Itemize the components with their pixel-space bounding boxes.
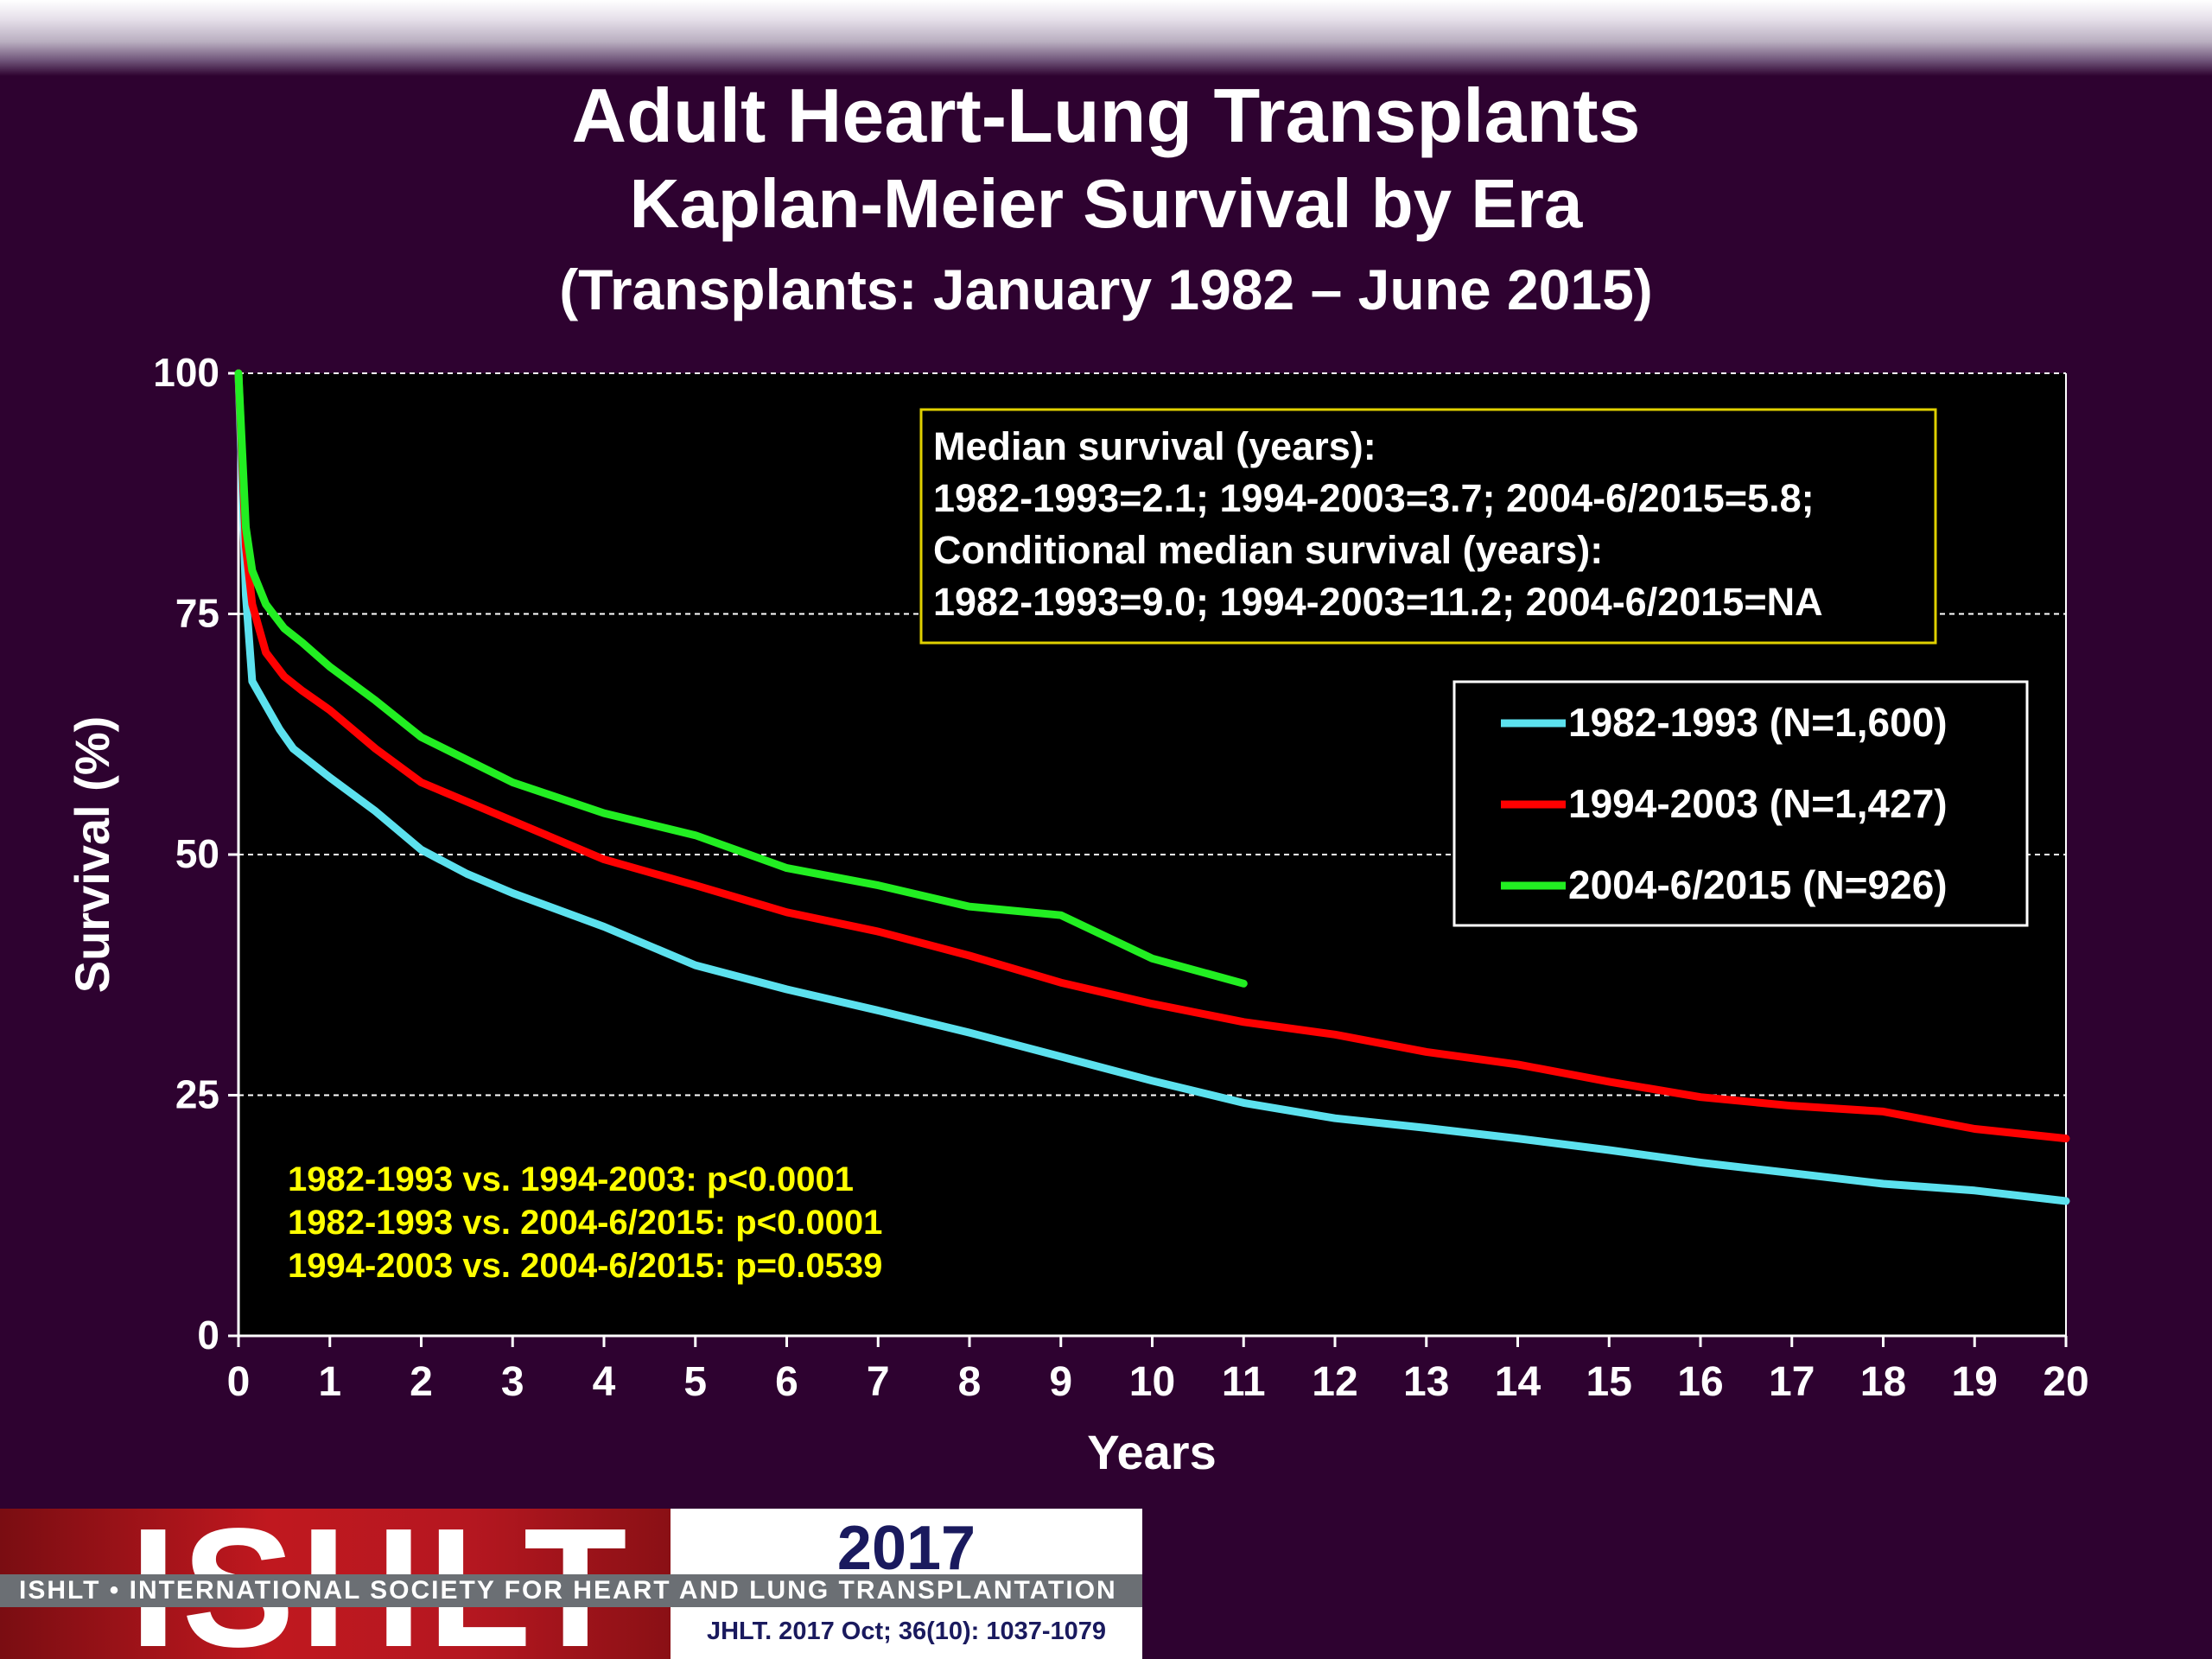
chart-subtitle: Kaplan-Meier Survival by Era	[629, 165, 1583, 242]
median-box-line-1: Median survival (years):	[933, 424, 1376, 468]
x-tick-label-7: 7	[867, 1359, 890, 1405]
x-tick-label-15: 15	[1586, 1359, 1632, 1405]
x-tick-label-19: 19	[1952, 1359, 1998, 1405]
legend-label-1982-1993: 1982-1993 (N=1,600)	[1568, 700, 1948, 745]
society-name: ISHLT • INTERNATIONAL SOCIETY FOR HEART …	[0, 1574, 1142, 1607]
top-gradient-bar	[0, 0, 2212, 76]
journal-citation: JHLT. 2017 Oct; 36(10): 1037-1079	[706, 1618, 1107, 1645]
transplant-period: (Transplants: January 1982 – June 2015)	[559, 257, 1653, 321]
legend-label-2004-2015: 2004-6/2015 (N=926)	[1568, 862, 1948, 907]
x-tick-label-6: 6	[775, 1359, 798, 1405]
chart-title: Adult Heart-Lung Transplants	[571, 73, 1641, 158]
x-tick-label-8: 8	[958, 1359, 982, 1405]
x-tick-label-0: 0	[227, 1359, 251, 1405]
p-value-line-1: 1982-1993 vs. 1994-2003: p<0.0001	[288, 1160, 854, 1198]
ishlt-footer: ISHLT 2017 ISHLT • INTERNATIONAL SOCIETY…	[0, 1509, 1142, 1659]
p-value-line-2: 1982-1993 vs. 2004-6/2015: p<0.0001	[288, 1204, 882, 1242]
x-tick-label-9: 9	[1049, 1359, 1072, 1405]
legend-label-1994-2003: 1994-2003 (N=1,427)	[1568, 781, 1948, 826]
y-tick-labels: 0 25 50 75 100	[153, 350, 238, 1357]
x-axis-label: Years	[1087, 1425, 1217, 1479]
y-tick-label-75: 75	[175, 591, 219, 636]
series-line-2	[234, 369, 1248, 988]
x-tick-label-2: 2	[410, 1359, 433, 1405]
x-tick-label-11: 11	[1222, 1359, 1266, 1405]
y-tick-label-100: 100	[153, 350, 219, 395]
y-tick-label-50: 50	[175, 831, 219, 876]
report-year: 2017	[836, 1514, 976, 1583]
x-tick-label-20: 20	[2043, 1359, 2088, 1405]
y-tick-label-25: 25	[175, 1072, 219, 1117]
x-tick-label-18: 18	[1860, 1359, 1906, 1405]
x-tick-label-13: 13	[1403, 1359, 1449, 1405]
x-tick-label-4: 4	[593, 1359, 616, 1405]
x-tick-label-5: 5	[683, 1359, 707, 1405]
legend: 1982-1993 (N=1,600) 1994-2003 (N=1,427) …	[1452, 680, 2029, 927]
title-block: Adult Heart-Lung Transplants Kaplan-Meie…	[0, 71, 2212, 332]
x-tick-label-3: 3	[501, 1359, 524, 1405]
x-tick-label-16: 16	[1677, 1359, 1723, 1405]
p-value-line-3: 1994-2003 vs. 2004-6/2015: p=0.0539	[288, 1247, 882, 1285]
median-box-line-3: Conditional median survival (years):	[933, 528, 1603, 572]
p-value-annotations: 1982-1993 vs. 1994-2003: p<0.0001 1982-1…	[288, 1160, 882, 1285]
y-axis-label: Survival (%)	[65, 716, 119, 994]
x-tick-labels: 0 1 2 3 4 5 6 7 8 9 10 11 12 13 14 15 16 17 18 19 20	[227, 1336, 2089, 1405]
median-survival-box: Median survival (years): 1982-1993=2.1; …	[919, 408, 1937, 645]
x-tick-label-14: 14	[1495, 1359, 1541, 1405]
series-line-1	[234, 369, 2070, 1143]
x-tick-label-17: 17	[1769, 1359, 1815, 1405]
series-lines	[234, 369, 2070, 1205]
median-box-line-4: 1982-1993=9.0; 1994-2003=11.2; 2004-6/20…	[933, 580, 1823, 624]
x-tick-label-10: 10	[1129, 1359, 1175, 1405]
y-tick-label-0: 0	[197, 1313, 219, 1357]
x-tick-label-1: 1	[318, 1359, 341, 1405]
series-line-0	[234, 369, 2070, 1205]
median-box-frame	[919, 408, 1937, 645]
x-tick-label-12: 12	[1312, 1359, 1357, 1405]
median-box-line-2: 1982-1993=2.1; 1994-2003=3.7; 2004-6/201…	[933, 476, 1815, 520]
